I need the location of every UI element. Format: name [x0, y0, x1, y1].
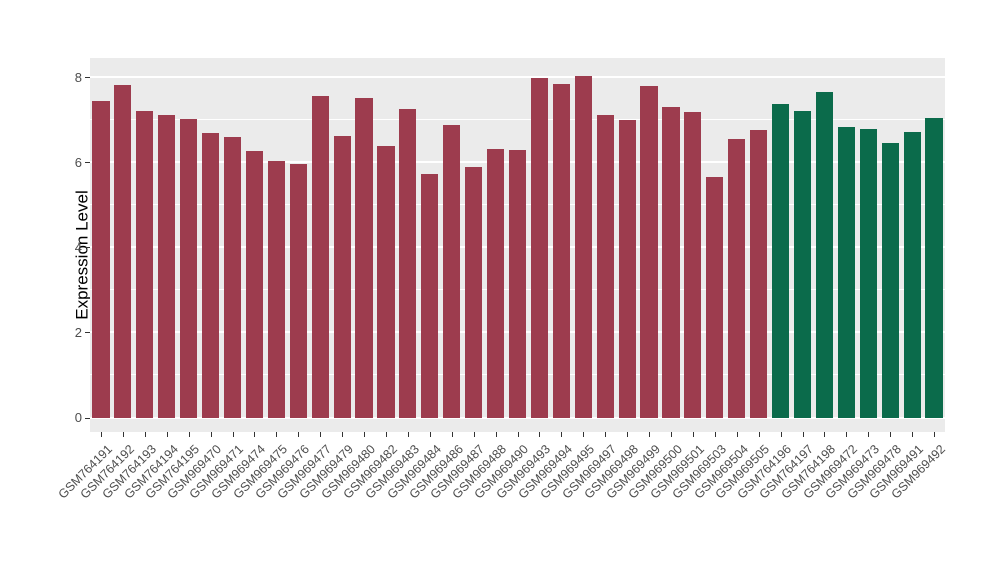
bar-GSM969477	[311, 96, 329, 418]
bar-GSM969505	[750, 130, 768, 418]
bar-GSM969475	[267, 161, 285, 418]
bar-GSM764194	[158, 115, 176, 418]
x-tick-mark	[758, 432, 760, 437]
x-tick-mark	[232, 432, 234, 437]
x-tick-mark	[846, 432, 848, 437]
x-tick-mark	[407, 432, 409, 437]
y-tick-mark	[85, 162, 90, 164]
x-tick-mark	[122, 432, 124, 437]
bar-GSM969486	[443, 124, 461, 418]
plot-panel	[90, 58, 945, 432]
bar-GSM969491	[903, 131, 921, 418]
bar-GSM969487	[465, 166, 483, 418]
x-tick-mark	[144, 432, 146, 437]
bar-GSM764192	[114, 84, 132, 418]
bar-GSM969471	[223, 136, 242, 418]
bar-GSM764193	[136, 111, 154, 418]
x-tick-mark	[254, 432, 256, 437]
bar-GSM969480	[355, 98, 373, 418]
x-tick-mark	[890, 432, 892, 437]
bar-GSM969474	[245, 150, 263, 418]
bar-GSM969473	[859, 129, 877, 418]
x-tick-mark	[868, 432, 870, 437]
bar-GSM969503	[706, 177, 724, 418]
bar-GSM969483	[399, 109, 417, 418]
x-tick-mark	[605, 432, 607, 437]
bar-GSM969495	[574, 76, 592, 418]
x-tick-mark	[517, 432, 519, 437]
x-tick-mark	[364, 432, 366, 437]
x-tick-mark	[385, 432, 387, 437]
x-tick-mark	[627, 432, 629, 437]
x-tick-mark	[649, 432, 651, 437]
x-tick-mark	[298, 432, 300, 437]
x-tick-mark	[342, 432, 344, 437]
bar-GSM969500	[662, 106, 680, 418]
bar-GSM969499	[640, 85, 658, 418]
bar-GSM969484	[421, 173, 439, 418]
bar-GSM969493	[530, 78, 548, 418]
x-tick-mark	[561, 432, 563, 437]
x-tick-mark	[802, 432, 804, 437]
x-tick-mark	[210, 432, 212, 437]
y-tick-label: 4	[74, 239, 82, 255]
bar-GSM764197	[793, 111, 812, 418]
x-tick-mark	[429, 432, 431, 437]
bar-GSM969497	[596, 114, 614, 418]
x-tick-mark	[934, 432, 936, 437]
x-tick-mark	[539, 432, 541, 437]
bar-GSM764196	[772, 103, 790, 418]
x-tick-mark	[473, 432, 475, 437]
bar-GSM969492	[925, 117, 943, 418]
y-tick-label: 2	[74, 324, 82, 340]
x-tick-mark	[583, 432, 585, 437]
gridline-minor	[90, 119, 945, 121]
bar-GSM969488	[487, 148, 505, 418]
x-tick-mark	[714, 432, 716, 437]
x-tick-mark	[188, 432, 190, 437]
bar-GSM969498	[618, 119, 636, 418]
bar-GSM969476	[289, 163, 307, 418]
x-tick-mark	[670, 432, 672, 437]
x-tick-mark	[100, 432, 102, 437]
y-tick-mark	[85, 247, 90, 249]
x-tick-mark	[912, 432, 914, 437]
bar-GSM969470	[202, 133, 220, 418]
y-tick-mark	[85, 417, 90, 419]
bar-GSM764191	[92, 100, 110, 418]
gridline-major	[90, 76, 945, 79]
x-tick-mark	[495, 432, 497, 437]
y-tick-label: 6	[74, 154, 82, 170]
x-tick-mark	[320, 432, 322, 437]
bar-GSM969504	[728, 138, 746, 418]
x-tick-mark	[451, 432, 453, 437]
bar-GSM969490	[508, 149, 527, 418]
bar-GSM969472	[837, 127, 855, 418]
x-tick-mark	[736, 432, 738, 437]
x-tick-mark	[780, 432, 782, 437]
x-tick-mark	[276, 432, 278, 437]
bar-GSM969494	[552, 83, 570, 418]
bar-GSM969482	[377, 146, 395, 418]
x-tick-mark	[824, 432, 826, 437]
y-tick-mark	[85, 77, 90, 79]
bar-GSM969501	[684, 112, 702, 418]
y-tick-mark	[85, 332, 90, 334]
x-tick-mark	[692, 432, 694, 437]
bar-GSM969479	[333, 135, 351, 418]
y-tick-label: 0	[74, 410, 82, 426]
bar-GSM764195	[180, 118, 198, 418]
bar-GSM764198	[815, 92, 833, 418]
bar-GSM969478	[881, 143, 899, 418]
x-tick-mark	[166, 432, 168, 437]
y-tick-label: 8	[74, 69, 82, 85]
